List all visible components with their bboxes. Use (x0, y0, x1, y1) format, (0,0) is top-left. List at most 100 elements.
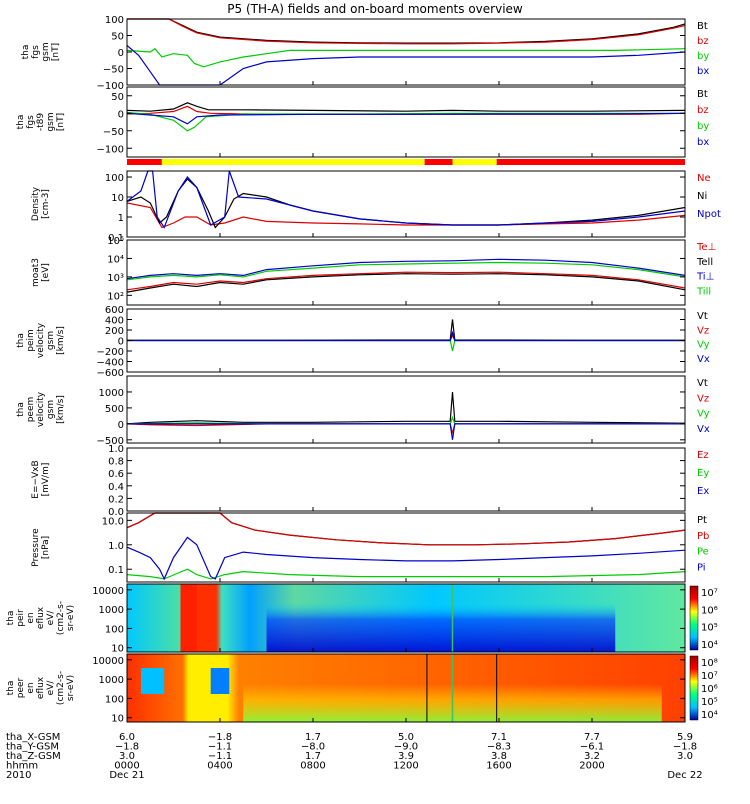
y-axis-label-line: Pressure (31, 528, 41, 567)
legend-label: bz (697, 36, 709, 47)
legend-label: by (697, 121, 709, 132)
legend-label: Till (696, 286, 711, 297)
x-axis-row-label: tha_Y-GSM (6, 742, 59, 753)
x-axis-value: 3.8 (491, 751, 507, 762)
x-axis-value: 3.2 (584, 751, 600, 762)
y-axis-label-line: peem (26, 397, 36, 423)
colorbar-label: 10⁸ (701, 658, 718, 669)
y-tick-label: 0.4 (108, 482, 124, 493)
x-axis-row-label: hhmm (6, 761, 38, 772)
series-line-vy (127, 339, 685, 352)
y-axis-label: tha fgs gsm [nT] (21, 42, 61, 61)
legend-label: Pe (697, 547, 709, 558)
x-axis-value: −9.0 (394, 742, 418, 753)
y-tick-label: 1.0 (108, 541, 124, 552)
y-axis-label-line: eflux (36, 606, 46, 629)
x-axis-value: Dec 21 (109, 770, 144, 781)
spectrogram-patch (140, 668, 165, 694)
y-tick-label: 0.8 (108, 457, 124, 468)
y-axis-label: Density [cm-3] (31, 186, 51, 221)
series-line-vx (127, 330, 685, 342)
y-tick-label: 0 (118, 109, 124, 120)
series-line-ne (126, 202, 686, 229)
mode-bar-segment (496, 159, 685, 165)
y-axis-label-line: fgs (31, 45, 41, 59)
y-axis-label-line: E=−VxB (31, 460, 41, 498)
y-tick-label: −200 (97, 347, 124, 358)
series-line-bz (127, 18, 686, 45)
colorbar: 10⁷ 10⁶ 10⁵ 10⁴ (689, 585, 718, 651)
y-axis-label-line: tha (16, 402, 26, 417)
y-tick-label: 0 (118, 48, 124, 59)
y-axis-label-line: -t89 (36, 113, 46, 132)
y-axis-label-line: (cm2-s- (56, 671, 66, 705)
y-axis-label-line: peer (16, 677, 26, 698)
y-tick-label: 10⁵ (107, 236, 124, 247)
legend-label: Ne (697, 173, 711, 184)
panel-fgs-t89: Bt bz by bx 50 0 −50 −100 tha fgs -t89 gsm [nT] (16, 86, 709, 158)
legend-label: bx (697, 137, 709, 148)
figure-title: P5 (TH-A) fields and on-board moments ov… (227, 2, 523, 16)
y-tick-label: 10² (107, 291, 124, 302)
series-line-ti (126, 258, 686, 280)
series-line-by (126, 47, 686, 68)
colorbar-label: 10⁷ (701, 588, 718, 599)
series-line-tell (126, 273, 686, 293)
y-axis-label: tha fgs -t89 gsm [nT] (16, 112, 66, 131)
y-axis-label-line: [cm-3] (41, 189, 51, 219)
y-axis-label-line: moat3 (31, 258, 41, 287)
legend-label: Te⊥ (696, 242, 716, 253)
series-line-bx (126, 44, 686, 86)
panel-temperature: Te⊥ Tell Ti⊥ Till 10⁵ 10⁴ 10³ 10² moat3 [eV] (31, 236, 716, 306)
x-axis-value: 3.0 (677, 751, 693, 762)
y-axis-label-line: gsm (46, 400, 56, 419)
x-axis-table: tha_X-GSM 6.0 −1.8 1.7 5.0 7.1 7.7 5.9tha_Y-GSM… (6, 732, 703, 781)
panel-frame (126, 447, 686, 512)
y-tick-label: 1000 (99, 605, 124, 616)
y-axis-label-line: peir (16, 609, 26, 627)
colorbar-label: 10⁷ (701, 671, 718, 682)
y-axis-label: tha peer en eflux eV/(cm2-s-sr-eV) (6, 671, 76, 705)
y-tick-label: −50 (103, 65, 124, 76)
y-axis-label-line: eV/ (46, 610, 56, 626)
colorbar-label: 10⁶ (701, 605, 718, 616)
y-axis-label-line: tha (6, 611, 16, 626)
series-line-bx (126, 112, 686, 125)
y-tick-label: 200 (105, 326, 124, 337)
legend-label: Ez (697, 450, 709, 461)
legend-label: Ti⊥ (696, 272, 714, 283)
legend-label: Bt (697, 21, 708, 32)
y-tick-label: 50 (111, 32, 124, 43)
y-axis-label-line: tha (6, 681, 16, 696)
colorbar-label: 10⁵ (701, 623, 718, 634)
x-axis-value: 0000 (114, 761, 139, 772)
x-axis-value: −1.1 (208, 742, 232, 753)
y-axis-label: Pressure [nPa] (31, 528, 51, 567)
legend-label: Vt (697, 311, 708, 322)
x-axis-value: 3.9 (398, 751, 414, 762)
y-tick-label: 0.0 (108, 507, 124, 518)
y-tick-label: −500 (97, 436, 124, 447)
panel-e-vxb: Ez Ey Ex 1.0 0.80.6 0.40.2 0.0 E=−VxB [mV/m] (31, 444, 709, 518)
y-axis-label-line: velocity (36, 322, 46, 358)
x-axis-value: −1.8 (115, 742, 139, 753)
x-axis-value: 0800 (300, 761, 325, 772)
y-tick-label: −100 (97, 144, 124, 155)
x-axis-value: −8.3 (487, 742, 511, 753)
spectrogram-patch (210, 668, 230, 694)
y-axis-label-line: eV/ (46, 680, 56, 696)
legend-label: Ey (697, 468, 709, 479)
colorbar: 10⁸ 10⁷ 10⁶ 10⁵ 10⁴ (689, 655, 718, 721)
colorbar-label: 10⁶ (701, 684, 718, 695)
series-line-vx (127, 423, 685, 440)
x-axis-value: 6.0 (119, 732, 135, 743)
y-axis-label-line: tha (16, 115, 26, 130)
y-tick-label: 1000 (99, 388, 124, 399)
y-tick-label: 10 (111, 193, 124, 204)
y-tick-label: −50 (103, 127, 124, 138)
y-tick-label: 100 (105, 624, 124, 635)
legend-label: Ni (697, 191, 707, 202)
y-tick-label: 0 (118, 420, 124, 431)
colorbar-scale (689, 655, 699, 721)
